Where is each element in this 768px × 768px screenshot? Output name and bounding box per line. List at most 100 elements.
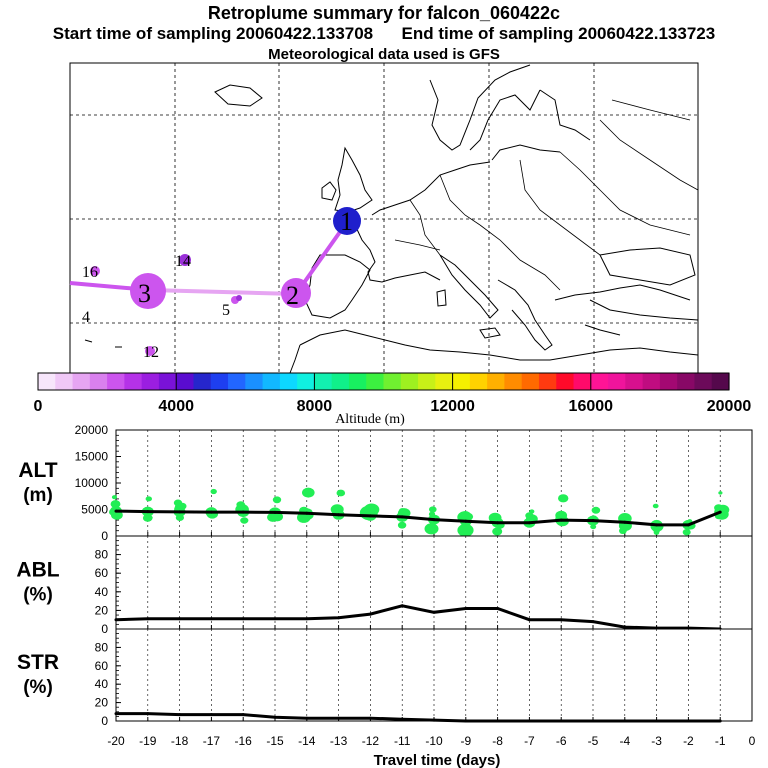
cluster-marker: 4 bbox=[82, 309, 90, 326]
plume-point bbox=[429, 506, 437, 513]
data-point bbox=[273, 715, 277, 719]
colorbar-cell bbox=[72, 373, 91, 390]
y-tick-label: 60 bbox=[95, 659, 109, 673]
chart-title: Retroplume summary for falcon_060422c bbox=[207, 3, 561, 23]
cluster-label: 4 bbox=[82, 309, 90, 326]
colorbar-cell bbox=[331, 373, 350, 390]
data-point bbox=[686, 719, 690, 723]
met-data-label: Meteorological data used is GFS bbox=[268, 46, 500, 63]
colorbar-cell bbox=[297, 373, 316, 390]
panel-alt: 0 5000 10000 15000 20000 ALT (m) bbox=[18, 423, 753, 543]
colorbar-cell bbox=[521, 373, 540, 390]
plume-point bbox=[718, 491, 723, 495]
data-point bbox=[178, 617, 182, 621]
colorbar-cell bbox=[141, 373, 160, 390]
data-point bbox=[305, 511, 309, 515]
colorbar-tick-label: 0 bbox=[34, 398, 43, 415]
data-point bbox=[209, 617, 213, 621]
map-frame bbox=[69, 62, 699, 374]
colorbar: 0 4000 8000 12000 16000 20000 Altitude (m) bbox=[34, 372, 752, 427]
colorbar-cell bbox=[504, 373, 523, 390]
plume-point bbox=[210, 488, 217, 495]
y-tick-label: 15000 bbox=[75, 450, 109, 464]
data-point bbox=[527, 521, 531, 525]
colorbar-cell bbox=[538, 373, 557, 390]
y-tick-label: 80 bbox=[95, 548, 109, 562]
data-point bbox=[623, 520, 627, 524]
cluster-dot bbox=[130, 273, 166, 309]
plume-point bbox=[240, 517, 249, 524]
y-axis-units: (%) bbox=[23, 585, 53, 606]
y-tick-label: 80 bbox=[95, 640, 109, 654]
data-point bbox=[114, 509, 118, 513]
colorbar-cell bbox=[694, 373, 713, 390]
colorbar-cell bbox=[556, 373, 575, 390]
data-point bbox=[337, 616, 341, 620]
colorbar-cell bbox=[176, 373, 195, 390]
data-point bbox=[241, 617, 245, 621]
data-point bbox=[591, 719, 595, 723]
colorbar-cell bbox=[608, 373, 626, 390]
time-series-panels: 0 5000 10000 15000 20000 ALT (m) 0 20 40 60 80 ABL (%… bbox=[16, 423, 753, 728]
y-tick-label: 0 bbox=[101, 714, 108, 728]
data-point bbox=[496, 719, 500, 723]
plume-point bbox=[492, 527, 503, 536]
plume-point bbox=[424, 523, 439, 535]
x-tick-label: -11 bbox=[394, 734, 411, 748]
data-point bbox=[527, 719, 531, 723]
data-point bbox=[209, 510, 213, 514]
colorbar-cell bbox=[642, 373, 661, 390]
data-point bbox=[559, 618, 563, 622]
data-point bbox=[400, 717, 404, 721]
colorbar-cell bbox=[107, 373, 125, 390]
data-point bbox=[305, 617, 309, 621]
x-tick-label: -10 bbox=[425, 734, 443, 748]
cluster-marker: 3 bbox=[130, 273, 166, 309]
data-point bbox=[178, 713, 182, 717]
x-tick-label: -4 bbox=[619, 734, 630, 748]
colorbar-frame bbox=[37, 372, 730, 391]
data-point bbox=[464, 719, 468, 723]
y-tick-label: 0 bbox=[101, 622, 108, 636]
plume-point bbox=[272, 496, 282, 504]
y-tick-label: 60 bbox=[95, 566, 109, 580]
y-tick-label: 20 bbox=[95, 603, 109, 617]
x-axis-ticks: -20 -19 -18 -17 -16 -15 -14 -13 -12 -11 -10 -9 -8 -7-… bbox=[107, 734, 755, 748]
colorbar-cell bbox=[55, 373, 74, 390]
colorbar-cell bbox=[279, 373, 298, 390]
colorbar-tick-label: 20000 bbox=[707, 398, 752, 415]
x-tick-label: -19 bbox=[139, 734, 157, 748]
colorbar-cell bbox=[625, 373, 644, 390]
plume-point bbox=[682, 529, 691, 536]
data-point bbox=[591, 620, 595, 624]
colorbar-label: Altitude (m) bbox=[335, 412, 405, 427]
y-axis-title: ALT bbox=[18, 459, 57, 482]
cluster-label: 5 bbox=[222, 302, 230, 319]
colorbar-cell bbox=[158, 373, 177, 390]
x-tick-label: 0 bbox=[749, 734, 756, 748]
x-tick-label: -3 bbox=[651, 734, 662, 748]
y-axis-title: STR bbox=[17, 651, 59, 674]
data-point bbox=[559, 518, 563, 522]
map-gridlines bbox=[70, 63, 698, 373]
colorbar-cell bbox=[711, 373, 730, 390]
cluster-marker: 16 bbox=[82, 264, 100, 281]
plume-point bbox=[110, 500, 121, 509]
data-point bbox=[591, 519, 595, 523]
data-point bbox=[400, 604, 404, 608]
colorbar-cell bbox=[677, 373, 696, 390]
colorbar-ticks: 0 4000 8000 12000 16000 20000 bbox=[34, 373, 752, 415]
cluster-label: 2 bbox=[286, 281, 299, 310]
colorbar-cell bbox=[400, 373, 419, 390]
data-point bbox=[623, 625, 627, 629]
colorbar-cell bbox=[89, 373, 108, 390]
data-point bbox=[273, 617, 277, 621]
cluster-marker: 14 bbox=[175, 253, 191, 270]
data-point bbox=[496, 607, 500, 610]
data-point bbox=[527, 618, 531, 622]
y-tick-label: 5000 bbox=[81, 503, 108, 517]
colorbar-cell bbox=[314, 373, 333, 390]
panel-abl: 0 20 40 60 80 ABL (%) bbox=[16, 535, 753, 636]
borders bbox=[394, 99, 699, 291]
